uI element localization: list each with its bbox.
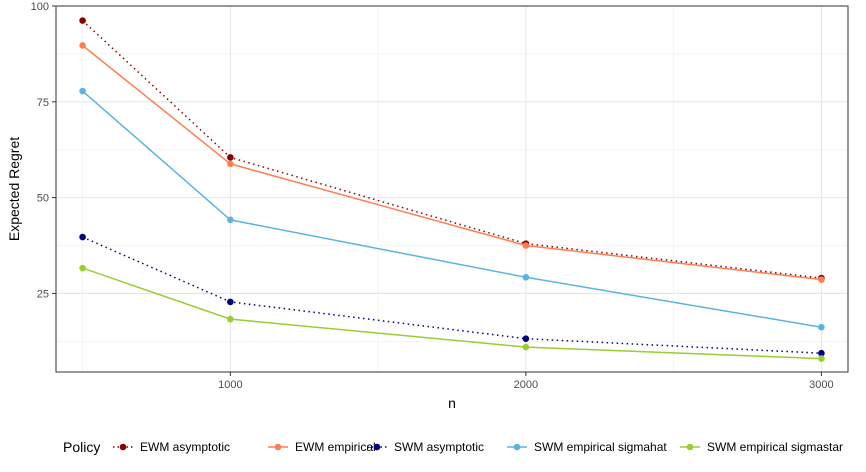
legend-label: SWM asymptotic [394,440,484,454]
data-point [79,42,86,49]
data-point [522,242,530,249]
legend-key-point [274,443,282,451]
legend: Policy EWM asymptotic EWM empirical SWM as… [63,439,843,455]
data-point [79,233,86,241]
legend-item: SWM empirical sigmastar [680,440,843,454]
data-point [522,335,530,342]
series-swm-empirical-sigmastar [79,264,825,362]
data-point [79,264,86,272]
data-point [227,160,234,168]
legend-label: EWM asymptotic [140,440,230,454]
data-point [227,154,234,161]
series-line [82,90,822,328]
data-point [818,349,825,357]
legend-item: EWM empirical [268,440,376,454]
y-tick-label: 75 [37,97,49,109]
series-line [82,44,822,281]
legend-key-point [119,443,127,451]
data-point [227,298,234,306]
series-layer [79,17,825,362]
y-tick-label: 25 [37,288,49,300]
x-axis-ticks: 1000 2000 3000 [218,372,834,391]
y-tick-label: 100 [31,1,49,13]
series-swm-asymptotic [79,233,825,357]
y-tick-label: 50 [37,193,49,205]
data-point [79,87,86,95]
data-point [227,315,234,323]
x-tick-label: 3000 [809,379,833,391]
legend-item: EWM asymptotic [113,440,230,454]
minor-gridlines [56,6,848,372]
y-axis-ticks: 25 50 75 100 [31,1,56,300]
series-line [82,267,822,360]
data-point [79,17,86,24]
series-swm-empirical-sigmahat [79,87,825,331]
data-point [522,274,530,281]
legend-label: SWM empirical sigmahat [534,440,667,454]
data-point [818,355,825,362]
x-tick-label: 1000 [218,379,242,391]
series-line [82,236,822,354]
major-gridlines [56,5,848,372]
legend-item: SWM asymptotic [367,440,484,454]
legend-title: Policy [63,439,100,455]
legend-label: SWM empirical sigmastar [707,440,843,454]
series-ewm-empirical [79,42,825,283]
x-axis-title: n [448,395,456,411]
data-point [818,323,825,331]
legend-key-point [513,443,521,451]
y-axis-title: Expected Regret [6,137,22,241]
x-tick-label: 2000 [514,379,538,391]
series-line [82,20,822,279]
data-point [818,276,825,283]
data-point [522,343,530,351]
legend-item: SWM empirical sigmahat [507,440,667,454]
plot-panel-border [55,5,849,373]
legend-key-point [373,443,381,451]
data-point [227,216,234,224]
legend-key-point [686,443,694,451]
legend-label: EWM empirical [295,440,376,454]
